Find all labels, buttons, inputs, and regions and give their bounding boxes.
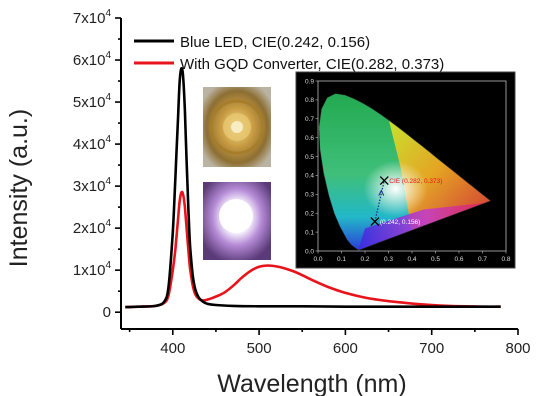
x-tick-label: 700 bbox=[419, 340, 444, 357]
inset-y-tick-label: 0.9 bbox=[305, 78, 314, 85]
axes bbox=[120, 18, 518, 330]
cie-shift-connector bbox=[374, 180, 385, 222]
inset-y-tick-label: 0.3 bbox=[305, 192, 314, 199]
cie-inset: 0.0 0.1 0.2 0.3 0.4 0.5 0.6 0.7 0.8 0.0 0.1 0.2 0.3 0… bbox=[295, 71, 516, 269]
cie-shift-arrowhead bbox=[378, 189, 385, 196]
cie-point-gqd-label: CIE (0.282, 0.373) bbox=[389, 178, 442, 185]
cie-locus-outline bbox=[318, 93, 492, 251]
y-axis-ticks: 0 1x104 2x104 3x104 4x104 5x104 6x104 7x104 bbox=[73, 8, 121, 321]
led-photo-on bbox=[203, 182, 271, 260]
x-axis-title: Wavelength (nm) bbox=[217, 370, 406, 396]
y-tick-label: 2x104 bbox=[73, 218, 112, 237]
x-tick-label: 400 bbox=[160, 340, 185, 357]
y-tick-label: 1x104 bbox=[73, 260, 112, 279]
inset-y-tick-label: 0.7 bbox=[305, 116, 314, 123]
x-tick-label: 800 bbox=[505, 340, 530, 357]
cie-point-blue-led-marker bbox=[370, 217, 380, 226]
inset-x-tick-label: 0.8 bbox=[501, 256, 510, 263]
series-line-blue-led bbox=[125, 66, 501, 309]
inset-x-tick-label: 0.3 bbox=[384, 256, 393, 263]
series-layer bbox=[125, 66, 501, 309]
inset-x-tick-label: 0.4 bbox=[407, 256, 416, 263]
inset-y-tick-label: 0.6 bbox=[305, 135, 314, 142]
inset-x-tick-label: 0.2 bbox=[360, 256, 369, 263]
inset-y-tick-label: 0.0 bbox=[305, 248, 314, 255]
inset-y-tick-label: 0.5 bbox=[305, 154, 314, 161]
cie-points: CIE (0.282, 0.373) (0.242, 0.156) bbox=[370, 176, 442, 226]
y-tick-label: 6x104 bbox=[73, 50, 112, 69]
y-tick-label: 7x104 bbox=[73, 8, 112, 27]
cie-point-gqd-marker bbox=[379, 176, 389, 186]
legend-label-blue-led: Blue LED, CIE(0.242, 0.156) bbox=[180, 34, 370, 51]
led-photo-off bbox=[203, 87, 271, 167]
x-tick-label: 500 bbox=[247, 340, 272, 357]
inset-x-tick-label: 0.0 bbox=[313, 256, 322, 263]
inset-x-tick-label: 0.5 bbox=[431, 256, 440, 263]
inset-y-tick-label: 0.1 bbox=[305, 229, 314, 236]
y-tick-label: 3x104 bbox=[73, 176, 112, 195]
cie-point-blue-led-label: (0.242, 0.156) bbox=[380, 219, 420, 226]
inset-y-tick-label: 0.8 bbox=[305, 97, 314, 104]
y-tick-label: 0 bbox=[103, 304, 111, 321]
inset-y-tick-label: 0.4 bbox=[305, 173, 314, 180]
cie-white-region bbox=[363, 160, 428, 217]
y-tick-label: 4x104 bbox=[73, 134, 112, 153]
inset-x-tick-label: 0.7 bbox=[478, 256, 487, 263]
inset-x-tick-label: 0.1 bbox=[337, 256, 346, 263]
y-axis-title: Intensity (a.u.) bbox=[5, 109, 33, 267]
inset-x-tick-label: 0.6 bbox=[454, 256, 463, 263]
cie-inset-ticks: 0.0 0.1 0.2 0.3 0.4 0.5 0.6 0.7 0.8 0.0 0.1 0.2 0.3 0… bbox=[305, 78, 511, 263]
x-tick-label: 600 bbox=[333, 340, 358, 357]
legend: Blue LED, CIE(0.242, 0.156) With GQD Con… bbox=[134, 34, 444, 73]
x-axis-ticks: 400 500 600 700 800 bbox=[128, 329, 531, 357]
y-tick-label: 5x104 bbox=[73, 92, 112, 111]
series-line-gqd-converter bbox=[125, 190, 501, 309]
inset-y-tick-label: 0.2 bbox=[305, 211, 314, 218]
legend-label-gqd: With GQD Converter, CIE(0.282, 0.373) bbox=[180, 56, 444, 73]
